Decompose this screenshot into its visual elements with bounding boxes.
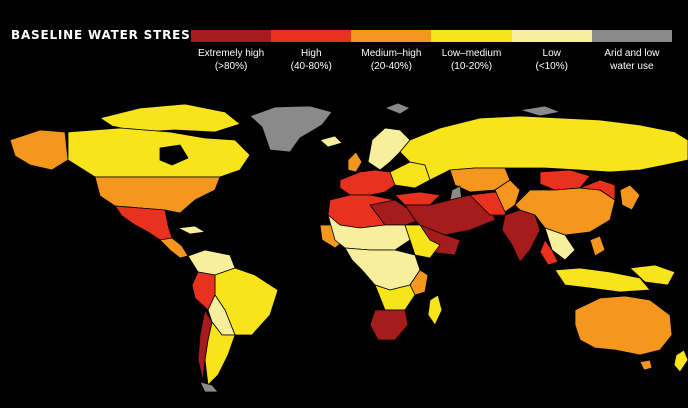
legend-swatch-extremely-high [191, 30, 272, 42]
map-title: BASELINE WATER STRESS [11, 28, 200, 42]
region-hudson-bay [159, 144, 189, 166]
region-australia [574, 295, 673, 356]
region-alaska [9, 129, 69, 171]
world-map [9, 102, 688, 393]
region-canada [67, 127, 251, 178]
region-uk [347, 151, 363, 173]
region-new-guinea [629, 264, 676, 286]
legend-label-line: Extremely high [198, 48, 265, 59]
region-thailand [539, 239, 559, 266]
legend-label-line: Low–medium [441, 48, 502, 59]
legend-labels: Extremely high (>80%) High (40-80%) Medi… [191, 42, 672, 73]
region-tasmania [639, 359, 653, 371]
region-philippines [589, 235, 606, 257]
region-central-africa [344, 247, 421, 291]
legend-label-extremely-high: Extremely high (>80%) [191, 47, 271, 73]
region-korea-japan [619, 184, 641, 211]
region-central-asia-south [494, 179, 521, 213]
region-south-africa [369, 309, 409, 341]
legend-label-low-medium: Low–medium (10-20%) [431, 47, 511, 73]
region-russia [399, 115, 688, 181]
legend-label-line: (20-40%) [370, 61, 412, 72]
legend-label-line: (<10%) [535, 61, 568, 72]
legend-label-line: water use [610, 61, 654, 72]
legend-swatches [191, 30, 672, 42]
legend-label-line: Arid and low [604, 48, 660, 59]
region-usa [94, 176, 221, 214]
legend-label-line: (>80%) [214, 61, 248, 72]
legend-label-medium-high: Medium–high (20-40%) [351, 47, 431, 73]
region-north-china [579, 179, 616, 201]
legend-label-line: Low [542, 48, 561, 59]
legend-swatch-low [511, 30, 592, 42]
region-india [501, 209, 541, 263]
region-chile [197, 309, 213, 381]
legend-label-line: High [300, 48, 322, 59]
legend-label-line: (10-20%) [450, 61, 493, 72]
region-mexico [114, 205, 173, 241]
region-central-america [159, 237, 189, 259]
region-western-europe [339, 169, 396, 196]
legend-swatch-high [271, 30, 352, 42]
legend-label-line: Medium–high [361, 48, 422, 59]
region-indochina [544, 227, 576, 261]
region-tierra-del-fuego [199, 381, 219, 393]
legend-swatch-arid [591, 30, 672, 42]
legend-swatch-medium-high [351, 30, 432, 42]
region-china [514, 187, 616, 236]
legend: Extremely high (>80%) High (40-80%) Medi… [191, 30, 672, 73]
region-iceland [319, 135, 343, 148]
region-svalbard [384, 102, 411, 115]
legend-swatch-low-medium [431, 30, 512, 42]
legend-label-arid: Arid and low water use [592, 47, 672, 73]
legend-label-low: Low (<10%) [512, 47, 592, 73]
region-horn-of-africa [404, 224, 441, 259]
legend-label-line: (40-80%) [290, 61, 332, 72]
region-malaysia-indonesia [554, 267, 651, 293]
region-new-zealand [673, 349, 688, 373]
region-cuba [177, 225, 206, 235]
region-eastern-europe [389, 161, 431, 189]
region-southern-africa-north [374, 284, 416, 311]
region-turkey [394, 191, 441, 206]
region-siberian-islands [519, 105, 561, 117]
legend-label-high: High (40-80%) [271, 47, 351, 73]
region-madagascar [427, 294, 443, 326]
region-greenland [249, 105, 333, 153]
